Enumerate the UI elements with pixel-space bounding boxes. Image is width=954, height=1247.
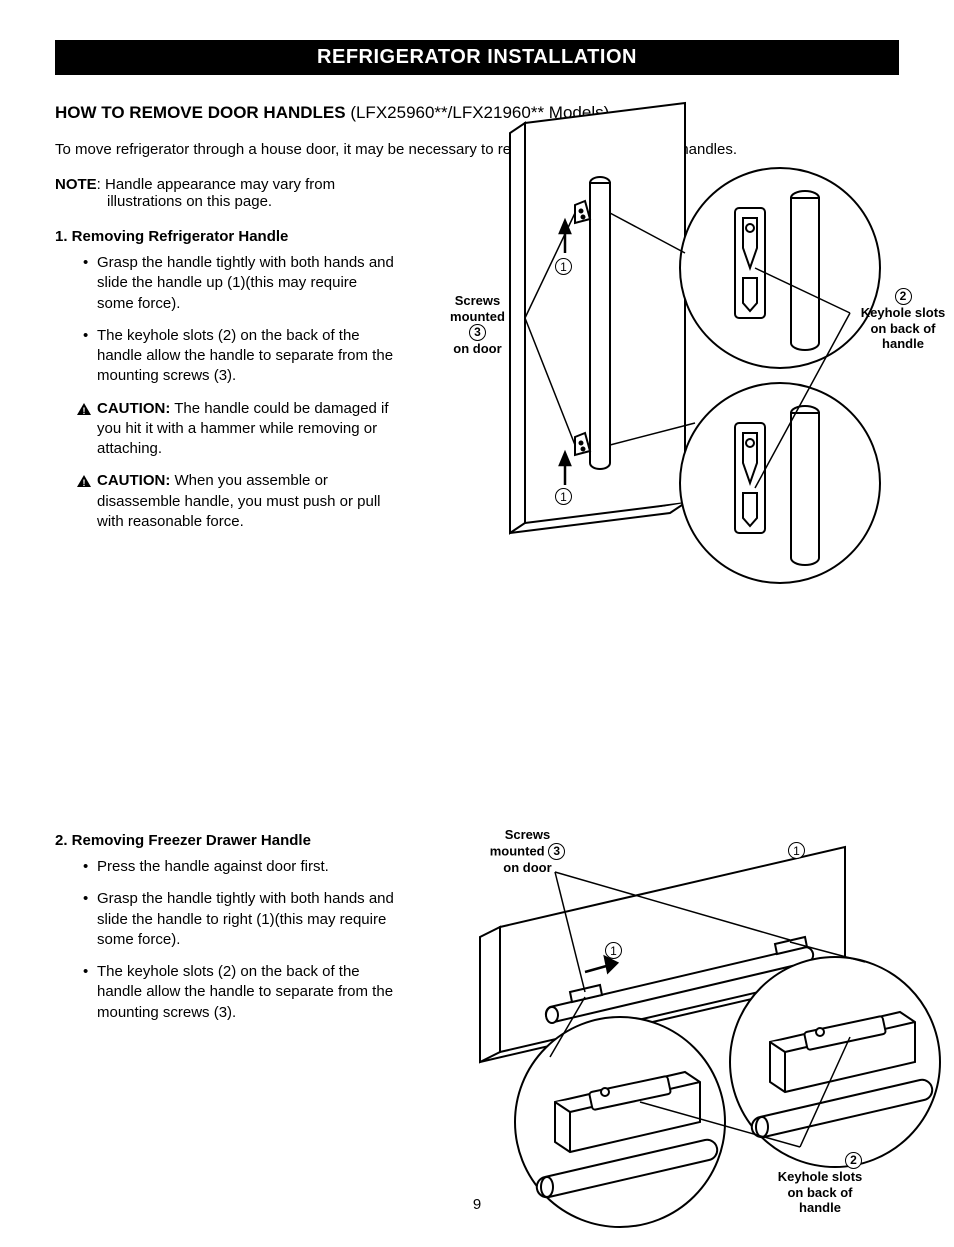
step2-item: Press the handle against door first.: [83, 857, 395, 877]
callout-keyhole-l3: handle: [853, 336, 953, 352]
note: NOTE: Handle appearance may vary from il…: [55, 176, 395, 210]
note-text-1: : Handle appearance may vary from: [97, 176, 335, 193]
callout-screws-l2: mounted 3: [450, 309, 505, 340]
section-header: REFRIGERATOR INSTALLATION: [55, 40, 899, 75]
callout-keyhole-l1: Keyhole slots: [853, 305, 953, 321]
svg-text:!: !: [83, 478, 86, 488]
callout-screws-l3: on door: [440, 341, 515, 357]
caution-2: ! CAUTION: When you assemble or disassem…: [55, 471, 395, 532]
circled-1: 1: [555, 488, 572, 505]
callout-screws2-l3: on door: [485, 860, 570, 876]
step2-item: The keyhole slots (2) on the back of the…: [83, 962, 395, 1023]
figure-2: Screws mounted 3 on door 2 Keyhole slots…: [405, 812, 954, 1242]
page-number: 9: [0, 1196, 954, 1213]
callout-screws2-l2: mounted: [490, 843, 545, 858]
circled-3: 3: [548, 843, 565, 860]
step1-item: Grasp the handle tightly with both hands…: [83, 253, 395, 314]
callout-screws-2: Screws mounted 3 on door: [485, 827, 570, 875]
circled-1: 1: [788, 842, 805, 859]
subtitle-bold: HOW TO REMOVE DOOR HANDLES: [55, 103, 346, 122]
caution-label: CAUTION:: [97, 400, 170, 417]
circled-1: 1: [605, 942, 622, 959]
callout-keyhole: 2 Keyhole slots on back of handle: [853, 288, 953, 352]
step2-list: Press the handle against door first. Gra…: [55, 857, 395, 1023]
callout-screws: Screws mounted 3 on door: [440, 293, 515, 357]
circled-1: 1: [555, 258, 572, 275]
step1-item: The keyhole slots (2) on the back of the…: [83, 326, 395, 387]
warning-icon: !: [77, 473, 91, 493]
circled-2: 2: [895, 288, 912, 305]
circled-3: 3: [469, 324, 486, 341]
figure-1: Screws mounted 3 on door 2 Keyhole slots…: [385, 93, 905, 593]
callout-screws2-l1: Screws: [485, 827, 570, 843]
callout-screws-l1: Screws: [440, 293, 515, 309]
circled-2: 2: [845, 1152, 862, 1169]
content-block-2: 2. Removing Freezer Drawer Handle Press …: [55, 832, 899, 1023]
warning-icon: !: [77, 401, 91, 421]
step2-item: Grasp the handle tightly with both hands…: [83, 889, 395, 950]
caution-label: CAUTION:: [97, 472, 170, 489]
callout-keyhole-l2: on back of: [853, 321, 953, 337]
caution-1: ! CAUTION: The handle could be damaged i…: [55, 399, 395, 460]
note-text-2: illustrations on this page.: [107, 193, 272, 210]
step1-list: Grasp the handle tightly with both hands…: [55, 253, 395, 387]
content-block-1: HOW TO REMOVE DOOR HANDLES (LFX25960**/L…: [55, 103, 899, 532]
note-label: NOTE: [55, 176, 97, 193]
callout-keyhole2-l1: Keyhole slots: [760, 1169, 880, 1185]
svg-text:!: !: [83, 406, 86, 416]
